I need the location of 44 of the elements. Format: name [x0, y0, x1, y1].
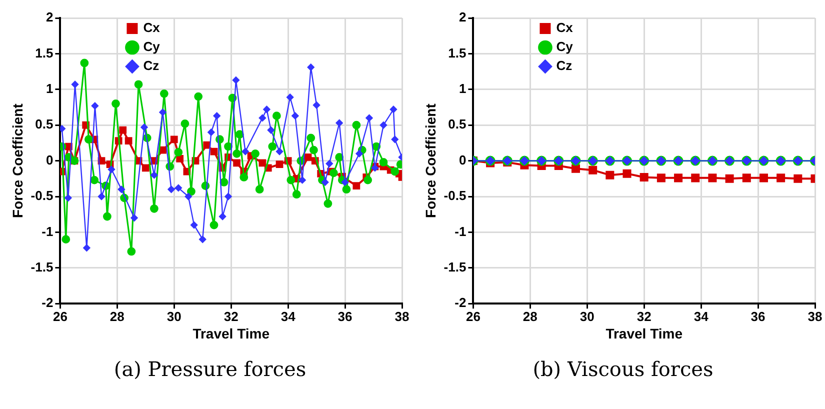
x-tick-label: 28 [522, 308, 538, 324]
x-tick-label: 38 [808, 308, 822, 324]
x-tick-label: 30 [166, 308, 182, 324]
y-tick-label: 1.5 [448, 45, 466, 60]
y-axis-title: Force Coefficient [9, 103, 26, 218]
x-tick-label: 32 [636, 308, 652, 324]
y-tick-label: -1 [42, 224, 54, 239]
y-tick-label: 1 [46, 80, 54, 96]
x-tick-label: 28 [110, 308, 124, 324]
y-tick-label: 1.5 [35, 45, 54, 60]
legend-label: Cx [556, 20, 574, 36]
y-tick-label: -2 [42, 295, 54, 310]
legend-label: Cz [143, 58, 160, 74]
x-tick-label: 34 [280, 308, 296, 324]
x-tick-label: 32 [224, 308, 238, 324]
text: (a) Pressure forces [114, 357, 306, 381]
legend-label: Cz [556, 58, 573, 74]
legend-label: Cy [556, 39, 574, 54]
text: (b) Viscous forces [532, 357, 714, 381]
y-tick-label: -1.5 [30, 259, 54, 274]
y-tick-label: -1.5 [444, 259, 466, 274]
x-axis-title: Travel Time [192, 325, 270, 342]
y-tick-label: -1 [454, 224, 466, 239]
y-tick-label: -0.5 [30, 188, 54, 204]
x-axis-title: Travel Time [606, 325, 683, 342]
y-tick-label: 0.5 [448, 116, 466, 132]
x-tick-label: 26 [466, 308, 480, 324]
legend-label: Cx [143, 20, 161, 36]
y-tick-label: 2 [46, 10, 54, 25]
x-tick-label: 36 [338, 308, 352, 324]
x-tick-label: 38 [394, 308, 410, 324]
y-tick-label: 0 [458, 152, 466, 168]
y-tick-label: 0.5 [35, 116, 54, 132]
x-tick-label: 36 [750, 308, 766, 324]
x-tick-label: 34 [694, 308, 710, 324]
y-tick-label: 2 [458, 10, 466, 25]
y-tick-label: -0.5 [444, 188, 466, 204]
legend-label: Cy [143, 39, 161, 54]
y-tick-label: 1 [458, 80, 466, 96]
x-tick-label: 30 [580, 308, 594, 324]
y-axis-title: Force Coefficient [422, 103, 438, 218]
y-tick-label: 0 [46, 152, 54, 168]
x-tick-label: 26 [52, 308, 68, 324]
y-tick-label: -2 [454, 295, 466, 310]
